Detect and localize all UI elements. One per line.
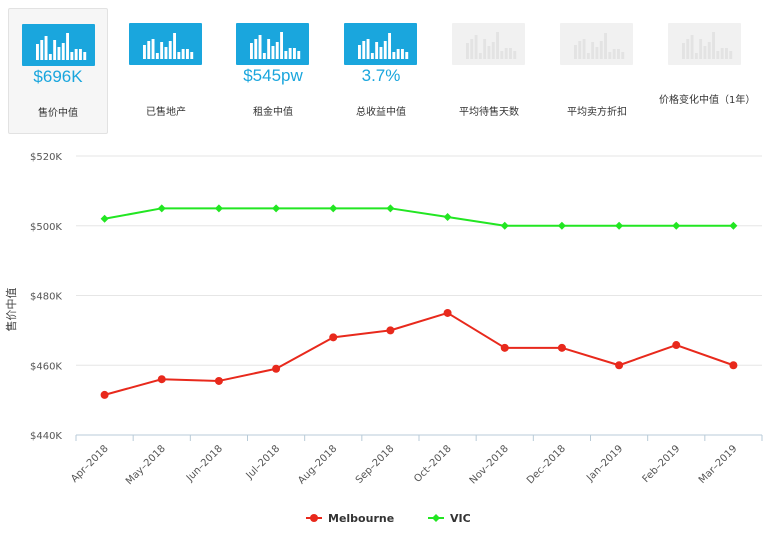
- data-point-vic: [214, 204, 223, 213]
- y-tick-label: $460K: [30, 361, 62, 372]
- metric-label: 价格变化中值（1年）: [659, 95, 756, 106]
- metric-tab-7: 价格变化中值（1年）: [655, 8, 755, 134]
- bar-chart-icon: [22, 24, 95, 66]
- data-point-melbourne: [557, 343, 566, 352]
- data-point-melbourne: [157, 375, 166, 384]
- data-point-melbourne: [443, 308, 452, 317]
- legend-item-melbourne[interactable]: Melbourne: [306, 512, 394, 525]
- y-tick-label: $500K: [30, 222, 62, 233]
- data-point-melbourne: [615, 361, 624, 370]
- x-tick-label: Nov–2018: [468, 443, 511, 486]
- x-tick-label: Oct–2018: [412, 443, 454, 485]
- data-point-vic: [615, 221, 624, 230]
- data-point-vic: [157, 204, 166, 213]
- metric-label: 平均卖方折扣: [567, 107, 627, 118]
- data-point-melbourne: [272, 364, 281, 373]
- x-tick-label: Jul–2018: [244, 443, 283, 482]
- x-tick-label: Mar–2019: [697, 443, 740, 486]
- data-point-vic: [329, 204, 338, 213]
- x-tick-label: Apr–2018: [69, 443, 111, 485]
- bar-chart-icon: [452, 23, 525, 65]
- data-point-melbourne: [500, 343, 509, 352]
- x-tick-label: Dec–2018: [525, 443, 568, 486]
- metric-label: 已售地产: [146, 107, 186, 118]
- metric-tab-5: 平均待售天数: [439, 8, 539, 134]
- y-axis-title: 售价中值: [4, 288, 18, 332]
- legend-label: Melbourne: [328, 512, 394, 525]
- data-point-melbourne: [386, 326, 395, 335]
- x-tick-label: Jan–2019: [584, 443, 625, 484]
- metric-value: $696K: [33, 67, 83, 86]
- data-point-vic: [100, 214, 109, 223]
- data-point-vic: [443, 213, 452, 222]
- data-point-vic: [500, 221, 509, 230]
- legend-marker: [310, 514, 318, 522]
- metric-tab-1[interactable]: $696K 售价中值: [8, 8, 108, 134]
- x-tick-label: Aug–2018: [296, 443, 339, 486]
- y-tick-label: $520K: [30, 152, 62, 163]
- metric-tab-4[interactable]: 3.7% 总收益中值: [331, 8, 431, 134]
- data-point-vic: [672, 221, 681, 230]
- y-tick-label: $440K: [30, 431, 62, 442]
- metric-tab-2[interactable]: 已售地产: [116, 8, 216, 134]
- bar-chart-icon: [129, 23, 202, 65]
- metric-tabs: $696K 售价中值 已售地产 $545pw 租金中值 3.7% 总收益中值 平均待售天数 平均…: [8, 8, 770, 134]
- series-line-melbourne: [104, 311, 734, 396]
- x-tick-label: Sep–2018: [354, 443, 397, 486]
- legend-item-vic[interactable]: VIC: [428, 512, 471, 525]
- data-point-melbourne: [214, 376, 223, 385]
- data-point-melbourne: [100, 390, 109, 399]
- metric-value: $545pw: [243, 66, 303, 85]
- median-price-chart: $440K $460K $480K $500K $520K Apr–2018 May–201…: [4, 152, 763, 525]
- metric-label: 售价中值: [38, 108, 78, 119]
- y-tick-label: $480K: [30, 292, 62, 303]
- data-point-vic: [272, 204, 281, 213]
- legend-label: VIC: [450, 512, 471, 525]
- metric-value: 3.7%: [361, 66, 401, 85]
- data-point-vic: [557, 221, 566, 230]
- metric-label: 平均待售天数: [459, 107, 519, 118]
- metric-tab-3[interactable]: $545pw 租金中值: [223, 8, 323, 134]
- metric-label: 总收益中值: [356, 107, 406, 118]
- data-point-vic: [386, 204, 395, 213]
- series-line-vic: [104, 207, 734, 227]
- bar-chart-icon: [236, 23, 309, 65]
- data-point-melbourne: [329, 333, 338, 342]
- metric-label: 租金中值: [253, 107, 293, 118]
- legend-marker: [432, 514, 440, 522]
- data-point-melbourne: [672, 341, 681, 350]
- x-tick-label: Feb–2019: [641, 443, 683, 485]
- bar-chart-icon: [560, 23, 633, 65]
- data-point-vic: [729, 221, 738, 230]
- bar-chart-icon: [344, 23, 417, 65]
- x-tick-label: May–2018: [124, 443, 168, 487]
- x-tick-label: Jun–2018: [184, 443, 225, 484]
- bar-chart-icon: [668, 23, 741, 65]
- data-point-melbourne: [729, 361, 738, 370]
- metric-tab-6: 平均卖方折扣: [547, 8, 647, 134]
